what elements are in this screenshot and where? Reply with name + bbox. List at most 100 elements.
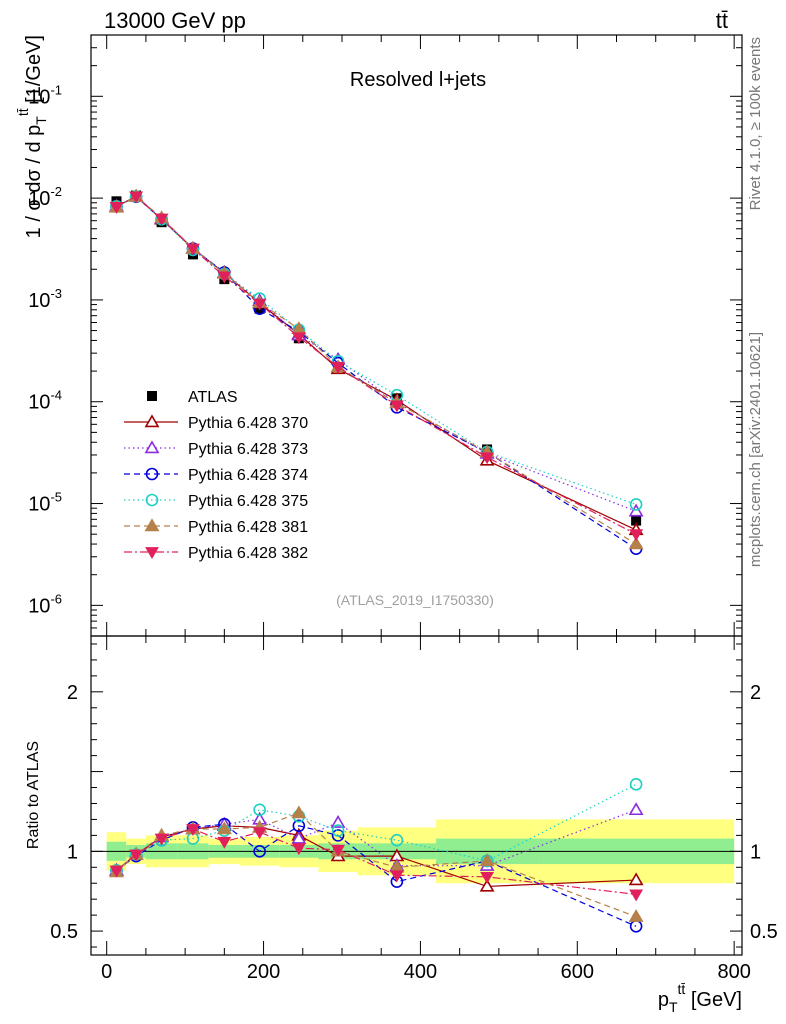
axes-group: 10-610-510-410-310-210-10.5 0.51 12 20 200 40… [28,34,778,983]
legend-label: Pythia 6.428 382 [188,545,308,562]
data-point [628,536,644,550]
ratio-point [628,909,644,922]
legend-entry: Pythia 6.428 373 [124,440,308,458]
x-tick-label: 400 [404,961,437,983]
main-y-axis-title: 1 / σ dσ / d pTtt̄ [1/GeV] [15,35,49,238]
ratio-point [216,821,232,835]
tick-exponent: -5 [50,490,62,505]
legend-marker [144,518,160,532]
legend-label: Pythia 6.428 374 [188,467,308,484]
legend-label: ATLAS [188,389,238,406]
mcplots-label: mcplots.cern.ch [arXiv:2401.10621] [747,332,764,567]
header-right-title: tt̄ [716,8,728,33]
legend-marker [144,440,160,454]
plot-title: Resolved l+jets [350,69,486,91]
x-tick-label: 600 [561,961,594,983]
data-point [631,515,642,526]
analysis-tag: (ATLAS_2019_I1750330) [336,592,494,608]
tick-exponent: -2 [50,184,62,199]
data-point [629,498,643,511]
series-line [116,195,637,535]
legend-entry: Pythia 6.428 375 [124,493,308,510]
ratio-series-line [116,812,637,918]
ratio-series-line [116,809,637,871]
tick-exponent: -4 [50,388,62,403]
ratio-plot-frame [90,635,743,956]
data-point [129,191,144,204]
ratio-point [629,778,643,791]
legend-marker [144,414,160,428]
tick-exponent: -6 [50,591,62,606]
ratio-point [154,833,169,846]
legend-entry: Pythia 6.428 374 [124,467,308,484]
main-y-tick-label: 10-4 [28,388,62,414]
header-left-title: 13000 GeV pp [104,8,246,33]
ratio-point [253,845,266,858]
ratio-point [479,878,495,892]
legend-marker [145,467,159,481]
legend-marker [145,493,159,507]
data-point [480,452,495,465]
ratio-y-tick-label: 1 [67,841,78,863]
data-point [331,361,345,374]
legend-label: Pythia 6.428 375 [188,493,308,510]
ratio-point [389,870,404,883]
ratio-point [291,805,307,819]
main-y-tick-label: 10-6 [28,591,62,617]
ratio-y-tick-label: 2 [67,682,78,704]
ratio-point [628,802,644,816]
ratio-point [628,872,644,886]
ratio-point [331,844,345,857]
legend-entry: Pythia 6.428 370 [124,414,308,432]
ratio-y-tick-label: 0.5 [50,921,78,943]
rivet-label: Rivet 4.1.0, ≥ 100k events [747,37,764,210]
data-point [186,243,200,256]
series-pythia-6-428-382 [109,191,644,542]
legend: ATLAS Pythia 6.428 370 Pythia 6.428 373 Pyt… [124,389,308,562]
legend-marker [147,391,157,401]
ratio-series-group [109,778,644,933]
data-point [109,201,124,214]
ratio-point [479,853,495,867]
ratio-point [291,830,307,844]
ratio-series-pythia-6-428-382 [109,824,644,902]
legend-label: Pythia 6.428 381 [188,519,308,536]
ratio-point [292,819,306,833]
legend-label: Pythia 6.428 370 [188,415,308,432]
ratio-y-tick-label-right: 1 [750,841,761,863]
data-point [252,298,267,311]
ratio-point [186,824,200,837]
legend-entry: ATLAS [147,389,238,406]
x-tick-label: 0 [101,961,112,983]
ratio-point [480,871,495,884]
main-series-group [109,188,644,556]
ratio-point [331,829,345,842]
ratio-y-axis-title: Ratio to ATLAS [25,741,42,849]
data-point [389,400,404,413]
ratio-point [330,814,346,828]
series-pythia-6-428-375 [110,190,643,511]
x-tick-label: 800 [717,961,750,983]
ratio-series-line [116,823,637,927]
x-axis-title: pTtt̄ [GeV] [658,981,742,1015]
ratio-point [217,836,232,849]
legend-label: Pythia 6.428 373 [188,441,308,458]
ratio-point [390,833,404,847]
data-point [629,529,644,542]
ratio-point [331,824,345,837]
legend-entry: Pythia 6.428 381 [124,518,308,536]
data-point [291,332,306,345]
main-y-tick-label: 10-3 [28,286,62,312]
data-point [154,213,169,226]
main-y-tick-label: 10-5 [28,490,62,516]
x-tick-label: 200 [247,961,280,983]
ratio-point [291,843,306,856]
ratio-point [129,849,144,862]
ratio-y-tick-label-right: 2 [750,682,761,704]
ratio-y-tick-label-right: 0.5 [750,921,778,943]
ratio-point [629,889,644,902]
ratio-point [253,803,266,817]
legend-marker [145,547,159,560]
ratio-point [252,827,267,840]
